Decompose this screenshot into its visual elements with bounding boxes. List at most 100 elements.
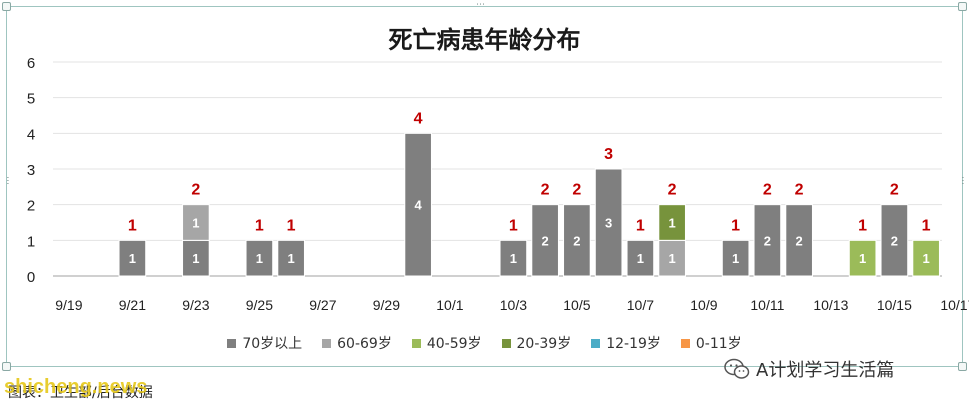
bar-total-label: 2 [191, 182, 200, 199]
chart-plot: 0 1 2 3 4 5 6 9/19 9/21 9/23 9/25 9/27 9/29 10/1 10/3 1… [27, 55, 969, 313]
bar-segment [785, 204, 813, 277]
legend-item: 0-11岁 [680, 333, 742, 353]
bar-segment [626, 239, 655, 277]
bar-segment [277, 239, 305, 277]
wechat-icon [724, 358, 750, 379]
bar-total-label: 1 [922, 217, 931, 234]
legend-item: 12-19岁 [591, 333, 661, 353]
legend-swatch [680, 338, 690, 348]
brand-name: A计划学习生活篇 [756, 360, 895, 381]
y-tick-label: 5 [27, 91, 35, 108]
y-tick-label: 3 [27, 162, 35, 179]
x-tick-label: 10/3 [500, 297, 527, 313]
bar-value-label: 4 [415, 198, 423, 213]
bar-value-label: 1 [256, 251, 263, 266]
bar-value-label: 1 [637, 251, 644, 266]
bar-value-label: 2 [891, 233, 898, 248]
legend-item: 20-39岁 [501, 333, 571, 353]
bar-value-label: 1 [732, 251, 739, 266]
bar-segment [563, 204, 591, 277]
legend-swatch [501, 338, 511, 348]
resize-handle-left[interactable]: ⋯ [2, 176, 12, 186]
bar-segment [594, 168, 623, 277]
x-tick-label: 10/9 [690, 297, 717, 313]
watermark: shicheng.news [4, 376, 148, 398]
y-tick-label: 0 [27, 269, 35, 286]
legend-swatch [322, 338, 332, 348]
bar-segment [753, 204, 782, 277]
y-tick-label: 4 [27, 126, 35, 143]
bar-segment [499, 239, 528, 277]
bar-total-label: 2 [572, 182, 581, 199]
chart-title: 死亡病患年龄分布 [388, 26, 581, 54]
y-tick-label: 2 [27, 198, 35, 215]
x-tick-label: 10/5 [563, 297, 590, 313]
bar-value-label: 1 [192, 216, 199, 231]
bar-segment [880, 204, 909, 277]
x-tick-label: 10/1 [436, 297, 463, 313]
y-tick-label: 1 [27, 233, 35, 250]
y-tick-label: 6 [27, 55, 35, 72]
bar-total-label: 1 [636, 217, 645, 234]
x-tick-label: 9/29 [373, 297, 400, 313]
bar-segment [848, 239, 877, 277]
bar-total-label: 3 [604, 146, 613, 163]
bar-value-label: 1 [669, 251, 676, 266]
bar-value-label: 1 [669, 216, 676, 231]
bar-segment [658, 204, 686, 241]
bar-total-label: 1 [858, 217, 867, 234]
bar-segment [118, 239, 147, 277]
x-tick-label: 9/19 [55, 297, 82, 313]
resize-handle-top[interactable]: ⋯ [476, 0, 486, 10]
bar-value-label: 3 [605, 216, 612, 231]
x-tick-label: 10/17 [940, 297, 969, 313]
bar-total-label: 2 [763, 182, 772, 199]
bar-value-label: 1 [129, 251, 136, 266]
bar-segment [404, 132, 432, 277]
bar-total-label: 1 [509, 217, 518, 234]
legend-item: 70岁以上 [227, 333, 302, 353]
bar-total-label: 1 [128, 217, 137, 234]
resize-handle-right[interactable]: ⋯ [957, 176, 967, 186]
legend-label: 0-11岁 [695, 336, 742, 352]
bar-total-label: 2 [795, 182, 804, 199]
bar-segment [182, 239, 210, 277]
legend-item: 60-69岁 [322, 333, 392, 353]
bar-total-label: 2 [668, 182, 677, 199]
x-tick-label: 10/11 [750, 297, 784, 313]
bar-value-label: 1 [923, 251, 930, 266]
resize-handle-top-left[interactable] [2, 2, 11, 11]
footer-caption: 图表：卫生部/后台数据 [8, 385, 153, 401]
x-tick-label: 9/27 [309, 297, 336, 313]
bar-segment [721, 239, 750, 277]
bar-value-label: 1 [510, 251, 517, 266]
bar-value-label: 2 [542, 233, 549, 248]
bar-total-label: 1 [731, 217, 740, 234]
bar-total-label: 2 [890, 182, 899, 199]
bar-total-label: 2 [541, 182, 550, 199]
bar-segment [245, 239, 274, 277]
resize-handle-top-right[interactable] [958, 2, 967, 11]
bar-value-label: 2 [573, 233, 580, 248]
bar-value-label: 1 [859, 251, 866, 266]
legend-label: 12-19岁 [606, 336, 661, 352]
legend-item: 40-59岁 [411, 333, 482, 353]
x-tick-label: 9/25 [246, 297, 273, 313]
x-tick-label: 9/23 [182, 297, 209, 313]
bar-segment [912, 239, 940, 277]
legend-swatch [227, 338, 237, 348]
bar-total-label: 1 [287, 217, 296, 234]
x-tick-label: 10/15 [877, 297, 912, 313]
resize-handle-bottom-right[interactable] [958, 362, 967, 371]
bar-value-label: 2 [764, 233, 771, 248]
brand: A计划学习生活篇 [724, 356, 894, 382]
x-tick-label: 10/7 [627, 297, 654, 313]
legend-swatch [411, 338, 421, 348]
legend-label: 60-69岁 [337, 336, 392, 352]
legend-label: 40-59岁 [426, 336, 482, 352]
bar-total-label: 1 [255, 217, 264, 234]
resize-handle-bottom-left[interactable] [2, 362, 11, 371]
chart-frame[interactable] [6, 6, 963, 367]
legend-swatch [591, 338, 601, 348]
legend-label: 70岁以上 [242, 336, 303, 352]
